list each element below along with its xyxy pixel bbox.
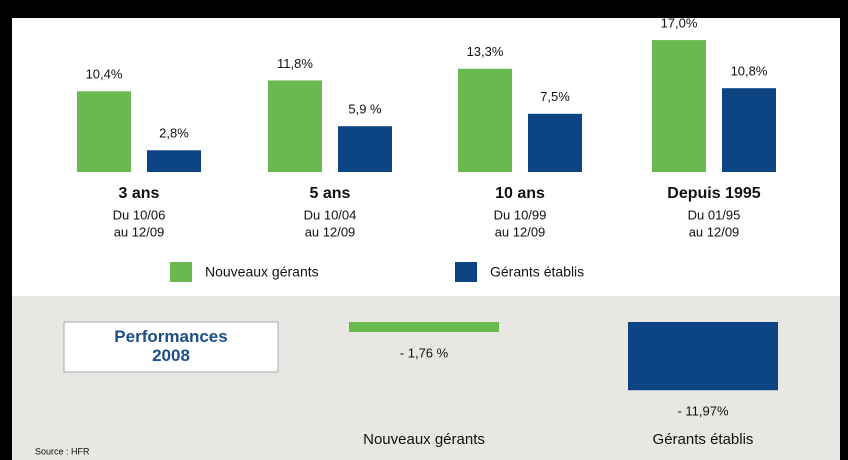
bar <box>147 150 201 172</box>
bar <box>628 322 778 391</box>
category-label: 3 ans <box>119 185 160 202</box>
category-period: au 12/09 <box>689 224 740 239</box>
value-label: 10,4% <box>86 67 123 82</box>
value-label: 2,8% <box>159 126 189 141</box>
bar <box>722 88 776 172</box>
left-border <box>0 0 12 460</box>
category-period: au 12/09 <box>305 224 356 239</box>
bar <box>349 322 499 333</box>
category-period: Du 10/04 <box>304 207 357 222</box>
value-label: 7,5% <box>540 89 570 104</box>
category-label: Depuis 1995 <box>667 185 760 202</box>
category-label: 5 ans <box>310 185 351 202</box>
category-period: Du 10/06 <box>113 207 166 222</box>
bar <box>528 113 582 172</box>
value-label: 17,0% <box>661 16 698 31</box>
category-label: Gérants établis <box>653 431 754 448</box>
top-border <box>0 0 848 18</box>
title-box <box>63 321 279 373</box>
bar <box>458 68 512 172</box>
legend-label: Nouveaux gérants <box>205 264 319 280</box>
bar <box>652 40 706 172</box>
legend-swatch <box>455 262 477 282</box>
source: Source : HFR <box>35 446 90 456</box>
category-period: Du 10/99 <box>494 207 547 222</box>
category-period: Du 01/95 <box>688 207 741 222</box>
legend-label: Gérants établis <box>490 264 584 280</box>
bar <box>338 126 392 172</box>
legend-swatch <box>170 262 192 282</box>
value-label: 13,3% <box>467 44 504 59</box>
chart-title: Performances 2008 <box>114 327 227 365</box>
value-label: - 11,97% <box>677 404 729 419</box>
category-label: 10 ans <box>495 185 545 202</box>
value-label: - 1,76 % <box>400 345 449 360</box>
value-label: 10,8% <box>731 64 768 79</box>
value-label: 5,9 % <box>348 102 382 117</box>
bar <box>77 91 131 172</box>
category-label: Nouveaux gérants <box>363 431 485 448</box>
category-period: au 12/09 <box>495 224 546 239</box>
right-border <box>840 0 848 460</box>
category-period: au 12/09 <box>114 224 165 239</box>
value-label: 11,8% <box>277 56 313 71</box>
bar <box>268 80 322 172</box>
